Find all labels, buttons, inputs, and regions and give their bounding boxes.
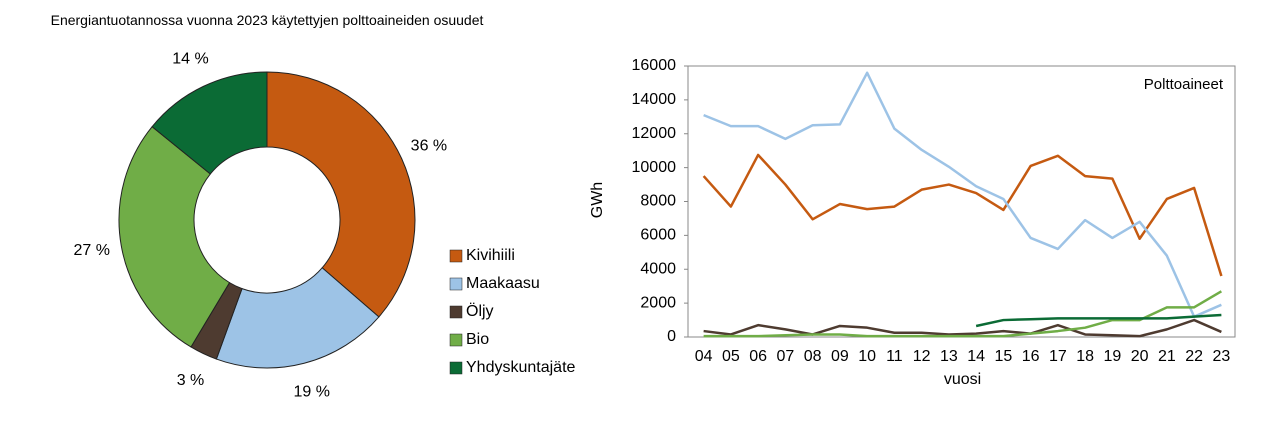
pie-slice (118, 125, 231, 348)
x-tick-label: 13 (940, 348, 958, 365)
x-tick-label: 22 (1185, 348, 1203, 365)
annotation: Polttoaineet (1144, 76, 1224, 93)
x-axis-label: vuosi (944, 371, 981, 388)
y-tick-label: 10000 (632, 159, 677, 176)
pie-slice (151, 71, 268, 175)
y-tick-label: 6000 (640, 227, 676, 244)
y-tick-label: 8000 (640, 193, 676, 210)
x-tick-label: 19 (1103, 348, 1121, 365)
legend-swatch (449, 249, 463, 263)
legend-swatch (449, 277, 463, 291)
x-tick-label: 14 (967, 348, 985, 365)
series-line (703, 290, 1223, 338)
series-line (703, 71, 1222, 318)
x-tick-label: 06 (749, 348, 767, 365)
series-line (702, 153, 1223, 277)
legend-swatch (449, 333, 463, 347)
x-tick-label: 18 (1076, 348, 1094, 365)
plot-frame (687, 65, 1236, 338)
x-tick-label: 08 (804, 348, 822, 365)
slice-label: 27 % (73, 242, 109, 259)
slice-label: 36 % (411, 137, 447, 154)
slice-label: 3 % (177, 372, 205, 389)
pie-slice (266, 71, 416, 318)
legend-label: Maakaasu (466, 275, 540, 292)
x-tick-label: 21 (1158, 348, 1176, 365)
x-tick-label: 09 (831, 348, 849, 365)
pie-slice (215, 267, 380, 369)
x-tick-label: 23 (1212, 348, 1230, 365)
y-axis-label: GWh (589, 182, 606, 218)
slice-label: 19 % (293, 384, 329, 401)
x-tick-label: 20 (1131, 348, 1149, 365)
x-tick-label: 17 (1049, 348, 1067, 365)
legend-swatch (449, 361, 463, 375)
y-tick-label: 14000 (632, 91, 677, 108)
legend-label: Yhdyskuntajäte (466, 359, 576, 376)
y-tick-label: 2000 (640, 294, 676, 311)
y-tick-label: 12000 (632, 125, 677, 142)
y-tick-label: 16000 (632, 57, 677, 74)
series-line (975, 313, 1222, 328)
x-tick-label: 07 (776, 348, 794, 365)
legend-label: Bio (466, 331, 489, 348)
legend-label: Öljy (466, 302, 494, 320)
y-tick-label: 4000 (640, 260, 676, 277)
x-tick-label: 11 (886, 348, 903, 365)
x-tick-label: 15 (994, 348, 1012, 365)
pie-title: Energiantuotannossa vuonna 2023 käytetty… (50, 12, 484, 28)
slice-label: 14 % (172, 50, 208, 67)
x-tick-label: 04 (695, 348, 713, 365)
series-line (703, 318, 1222, 338)
legend-label: Kivihiili (466, 247, 515, 264)
x-tick-label: 05 (722, 348, 740, 365)
x-tick-label: 16 (1022, 348, 1040, 365)
y-tick-label: 0 (667, 328, 676, 345)
x-tick-label: 12 (913, 348, 931, 365)
x-tick-label: 10 (858, 348, 876, 365)
legend-swatch (449, 305, 463, 319)
